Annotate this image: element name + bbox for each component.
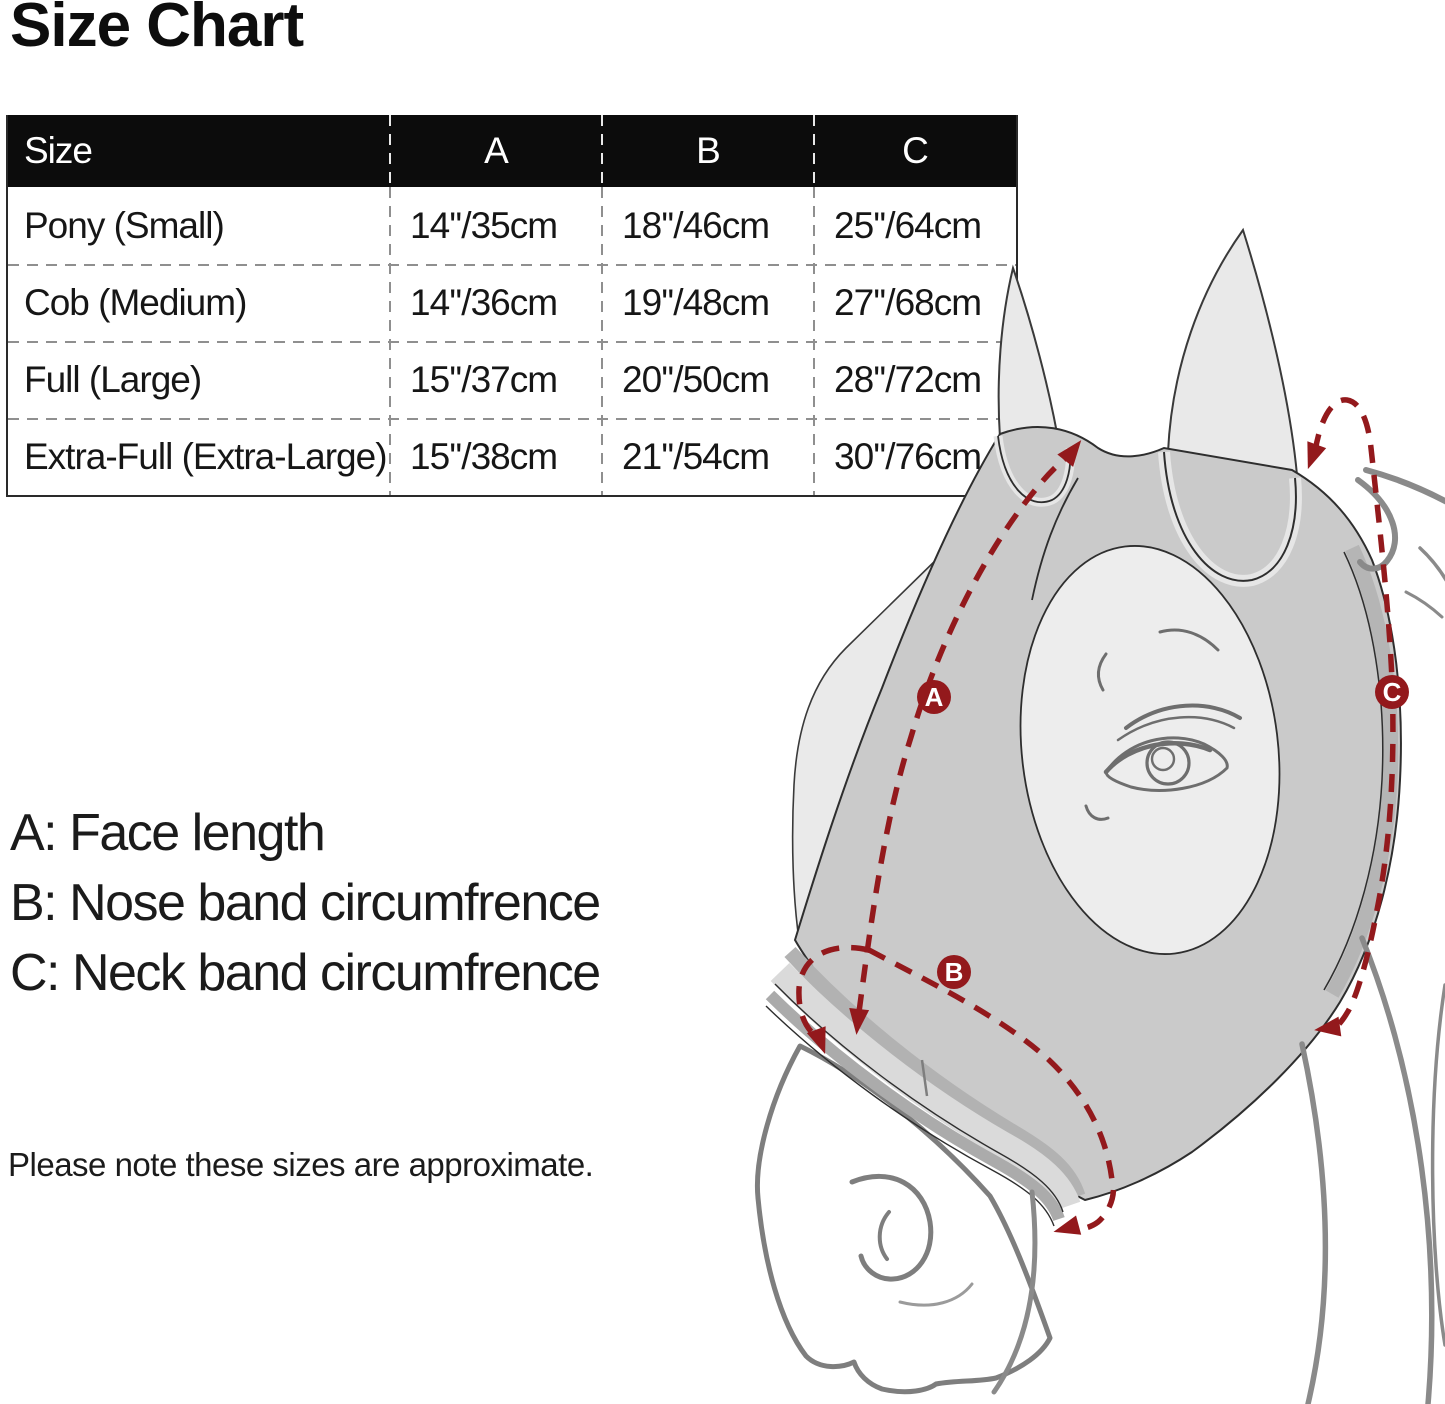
row-divider xyxy=(8,341,1016,343)
cell-a: 14''/36cm xyxy=(410,281,558,323)
band-edge-line xyxy=(765,1005,1055,1227)
under-eye-arc xyxy=(1084,804,1110,821)
marker-circle xyxy=(937,955,971,989)
upper-lid-line xyxy=(1124,703,1242,730)
measurement-lines xyxy=(796,397,1396,1232)
cell-c: 25''/64cm xyxy=(834,204,982,246)
measurement-line-b xyxy=(867,947,1117,1232)
measurement-marker-a: A xyxy=(917,680,951,714)
pupil-highlight xyxy=(1150,746,1176,772)
column-header-b: B xyxy=(696,130,721,171)
cell-c: 28''/72cm xyxy=(834,358,982,400)
cell-a: 14''/35cm xyxy=(410,204,558,246)
arrowhead xyxy=(806,1026,826,1055)
cell-size: Pony (Small) xyxy=(24,204,225,246)
marker-letter: C xyxy=(1383,677,1402,707)
arrowhead xyxy=(1053,1215,1082,1235)
cell-size: Extra-Full (Extra-Large) xyxy=(24,435,388,477)
horse-eye xyxy=(1084,628,1242,821)
table-row: Extra-Full (Extra-Large) 15''/38cm 21''/… xyxy=(8,418,1016,495)
cell-a: 15''/38cm xyxy=(410,435,558,477)
table-header-row: Size A B C xyxy=(8,115,1016,187)
marker-circle xyxy=(917,680,951,714)
iris xyxy=(1145,740,1191,786)
mouth-line xyxy=(898,1282,974,1307)
left-ear-opening-outline xyxy=(997,435,1072,504)
table-row: Cob (Medium) 14''/36cm 19''/48cm 27''/68… xyxy=(8,264,1016,341)
muzzle-outline xyxy=(754,1043,1053,1395)
row-divider xyxy=(8,418,1016,420)
upper-lid-line xyxy=(1116,715,1236,742)
cell-b: 20''/50cm xyxy=(622,358,770,400)
legend-item-a: A: Face length xyxy=(10,804,326,862)
arrowhead xyxy=(849,1008,870,1035)
measurement-arrowheads xyxy=(806,440,1342,1235)
marker-letter: A xyxy=(925,682,944,712)
cell-size: Cob (Medium) xyxy=(24,281,247,323)
mask-right-trim-line xyxy=(1323,551,1384,991)
legend-item-b: B: Nose band circumfrence xyxy=(10,874,601,932)
cell-size: Full (Large) xyxy=(24,358,202,400)
column-header-a: A xyxy=(484,130,509,171)
size-chart-table: Size A B C Pony (Small) 14''/35cm 18''/4… xyxy=(6,115,1018,497)
nostril-inner xyxy=(877,1210,891,1261)
table-row: Full (Large) 15''/37cm 20''/50cm 28''/72… xyxy=(8,341,1016,418)
mane-strand xyxy=(1404,590,1444,619)
measurement-line-b-loop xyxy=(796,944,870,1040)
horse-muzzle xyxy=(754,1043,1053,1395)
column-divider xyxy=(389,115,391,187)
approximate-sizes-note: Please note these sizes are approximate. xyxy=(8,1146,594,1183)
cell-a: 15''/37cm xyxy=(410,358,558,400)
arrowhead xyxy=(1057,440,1082,467)
column-divider xyxy=(601,115,603,187)
legend-item-c: C: Neck band circumfrence xyxy=(10,944,601,1002)
cell-c: 30''/76cm xyxy=(834,435,982,477)
column-header-c: C xyxy=(902,130,929,171)
brow-line xyxy=(1097,652,1108,692)
mane-strand xyxy=(1363,467,1445,505)
neck-line xyxy=(1359,935,1435,1404)
band-light-strip xyxy=(770,962,1081,1211)
arrowhead xyxy=(1307,441,1327,470)
measurement-line-a xyxy=(856,452,1071,1013)
eye-outline xyxy=(1104,736,1229,792)
cell-c: 27''/68cm xyxy=(834,281,982,323)
band-shadow-strip xyxy=(784,946,1086,1199)
arrowhead xyxy=(1314,1016,1342,1037)
measurement-marker-b: B xyxy=(937,955,971,989)
mane-strand xyxy=(1355,477,1398,572)
measurement-line-c xyxy=(1312,397,1396,1031)
row-divider xyxy=(8,264,1016,266)
band-chin-mark xyxy=(920,1059,929,1097)
marker-circle xyxy=(1375,675,1409,709)
page-title: Size Chart xyxy=(10,0,304,60)
horse-fly-mask-illustration: A B C xyxy=(754,227,1445,1404)
measurement-legend: A: Face length B: Nose band circumfrence… xyxy=(10,798,601,1008)
column-header-size: Size xyxy=(24,130,93,171)
horse-mane-and-neck xyxy=(991,467,1445,1404)
neck-line xyxy=(1430,983,1445,1347)
brow-line xyxy=(1158,628,1220,652)
mane-strand xyxy=(1418,546,1445,582)
cell-b: 19''/48cm xyxy=(622,281,770,323)
measurement-marker-c: C xyxy=(1375,675,1409,709)
table-row: Pony (Small) 14''/35cm 18''/46cm 25''/64… xyxy=(8,187,1016,264)
neck-line xyxy=(1299,1041,1329,1404)
marker-letter: B xyxy=(945,957,964,987)
jaw-line xyxy=(991,1189,1038,1395)
mask-crown-seam xyxy=(1031,477,1079,601)
cell-b: 18''/46cm xyxy=(622,204,770,246)
right-ear-opening-outline xyxy=(1163,451,1297,582)
column-divider xyxy=(813,115,815,187)
cell-b: 21''/54cm xyxy=(622,435,770,477)
nostril xyxy=(849,1174,934,1282)
